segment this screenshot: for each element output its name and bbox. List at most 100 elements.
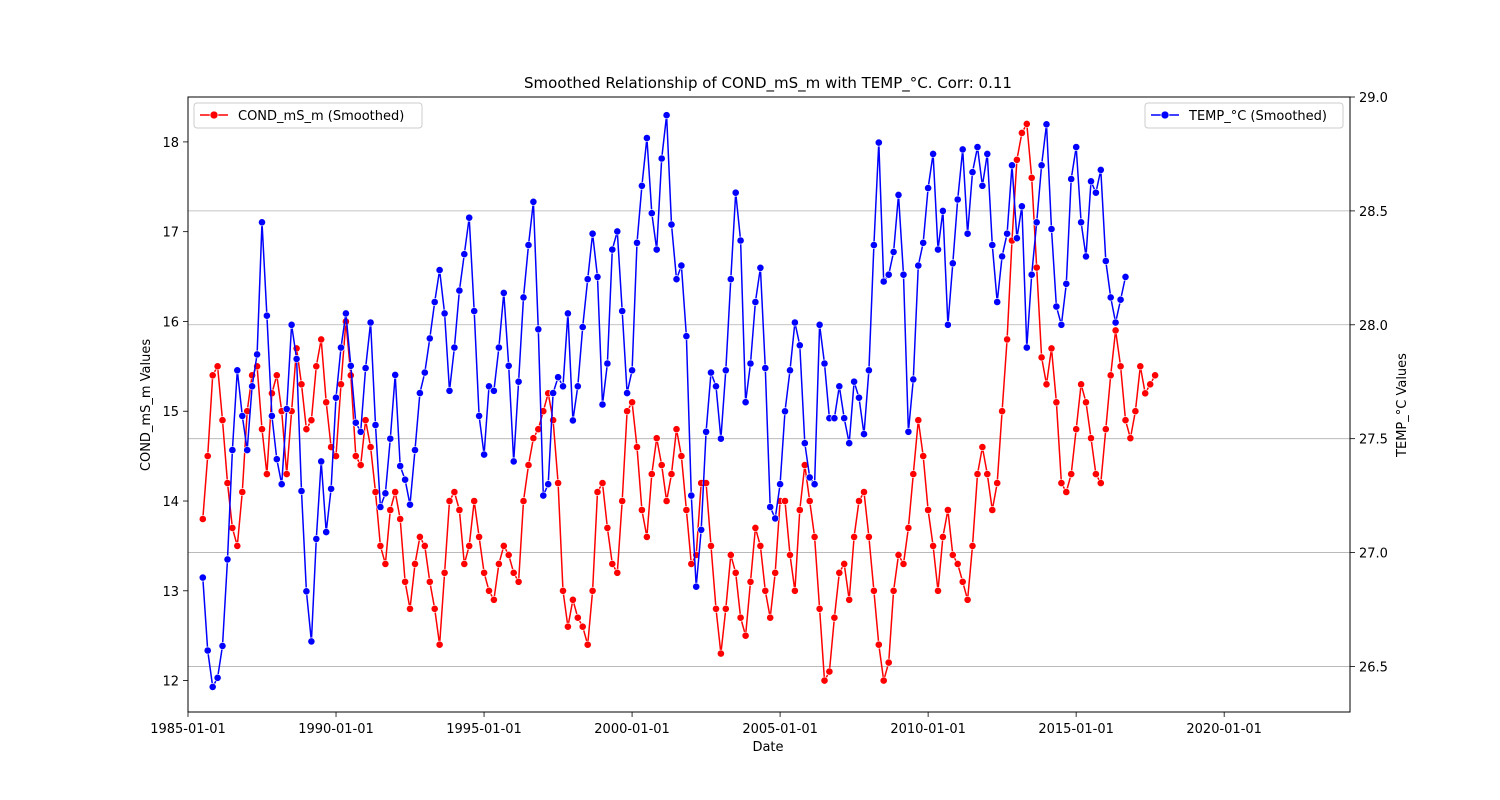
temp-point bbox=[840, 414, 849, 423]
cond-point bbox=[554, 479, 562, 487]
temp-point bbox=[687, 491, 696, 500]
temp-point bbox=[465, 213, 474, 222]
cond-point bbox=[583, 640, 592, 649]
temp-point bbox=[978, 181, 987, 190]
temp-point bbox=[850, 377, 858, 386]
y-axis-right: 26.5 27.0 27.5 28.0 28.5 29.0 bbox=[1350, 91, 1388, 675]
y-axis-left-label: COND_mS_m Values bbox=[139, 339, 154, 471]
cond-point bbox=[647, 470, 656, 478]
temp-point bbox=[741, 398, 750, 407]
cond-point bbox=[1042, 380, 1051, 389]
temp-point bbox=[569, 416, 577, 425]
cond-point bbox=[766, 613, 775, 622]
cond-point bbox=[879, 676, 888, 685]
cond-point bbox=[297, 380, 306, 389]
y-axis-left: 12 13 14 15 16 17 18 bbox=[162, 136, 188, 690]
temp-point bbox=[1101, 257, 1110, 265]
temp-point bbox=[958, 145, 967, 154]
temp-point bbox=[346, 361, 355, 370]
legend-left-marker bbox=[209, 110, 219, 120]
temp-point bbox=[218, 642, 227, 650]
temp-point bbox=[924, 184, 932, 192]
cond-point bbox=[272, 371, 281, 380]
cond-point bbox=[623, 407, 631, 416]
temp-point bbox=[583, 275, 592, 284]
temp-point bbox=[327, 484, 335, 493]
temp-point bbox=[983, 149, 992, 158]
temp-point bbox=[341, 309, 350, 318]
legend-right-marker bbox=[1160, 110, 1170, 120]
temp-point bbox=[396, 462, 405, 470]
cond-point bbox=[845, 595, 854, 604]
cond-point bbox=[267, 389, 276, 398]
cond-point bbox=[514, 577, 523, 586]
temp-point bbox=[494, 343, 503, 352]
temp-point bbox=[450, 343, 459, 352]
cond-point bbox=[258, 425, 266, 434]
temp-point bbox=[1062, 279, 1071, 288]
temp-point bbox=[929, 149, 937, 158]
cond-point bbox=[1032, 263, 1041, 272]
cond-point bbox=[233, 542, 242, 550]
temp-point bbox=[262, 311, 271, 320]
cond-point bbox=[899, 560, 908, 568]
temp-point bbox=[894, 190, 903, 199]
x-tick-label: 2015-01-01 bbox=[1038, 722, 1114, 737]
series-cond-line bbox=[198, 120, 1159, 685]
temp-point bbox=[618, 307, 627, 315]
cond-point bbox=[529, 434, 538, 443]
cond-point bbox=[1131, 407, 1140, 416]
cond-point bbox=[198, 515, 207, 523]
y-left-tick-label: 16 bbox=[162, 315, 179, 330]
temp-point bbox=[381, 489, 390, 498]
cond-point bbox=[944, 506, 952, 514]
cond-point bbox=[386, 506, 395, 514]
temp-point bbox=[761, 364, 770, 372]
temp-point bbox=[307, 637, 316, 646]
cond-point bbox=[993, 479, 1002, 487]
cond-point bbox=[578, 622, 587, 631]
temp-point bbox=[1027, 270, 1036, 279]
cond-point bbox=[218, 416, 227, 425]
cond-point bbox=[1027, 173, 1036, 182]
temp-point bbox=[731, 188, 740, 197]
temp-point bbox=[480, 450, 488, 459]
cond-point bbox=[509, 568, 518, 577]
x-axis-label: Date bbox=[752, 740, 783, 755]
temp-point bbox=[544, 480, 553, 489]
temp-point bbox=[998, 252, 1006, 261]
temp-point bbox=[1008, 161, 1016, 170]
temp-point bbox=[756, 263, 765, 272]
temp-point bbox=[889, 247, 898, 256]
temp-point bbox=[736, 236, 745, 245]
temp-point bbox=[870, 241, 878, 249]
cond-point bbox=[638, 506, 646, 514]
temp-point bbox=[435, 266, 444, 274]
temp-point bbox=[430, 298, 439, 306]
cond-point bbox=[223, 479, 232, 487]
cond-point bbox=[786, 551, 794, 559]
temp-point bbox=[440, 309, 449, 318]
temp-point bbox=[351, 418, 360, 427]
temp-point bbox=[726, 275, 735, 284]
temp-point bbox=[973, 143, 982, 151]
cond-point bbox=[672, 425, 681, 434]
temp-point bbox=[317, 457, 326, 466]
cond-point bbox=[450, 488, 459, 496]
cond-point bbox=[825, 667, 834, 676]
temp-point bbox=[623, 389, 631, 397]
cond-point bbox=[924, 506, 932, 514]
cond-point bbox=[1141, 389, 1150, 398]
cond-point bbox=[445, 497, 454, 505]
plot-frame bbox=[187, 96, 1351, 713]
y-axis-right-label: TEMP_°C Values bbox=[1395, 353, 1410, 458]
cond-point bbox=[939, 533, 947, 541]
temp-point bbox=[598, 400, 607, 409]
temp-point bbox=[1087, 177, 1095, 186]
cond-point bbox=[934, 586, 942, 595]
temp-point bbox=[366, 318, 375, 327]
cond-point bbox=[1022, 120, 1031, 128]
cond-point bbox=[1121, 416, 1130, 425]
legend-right-box bbox=[1144, 102, 1344, 129]
cond-point bbox=[751, 524, 760, 532]
